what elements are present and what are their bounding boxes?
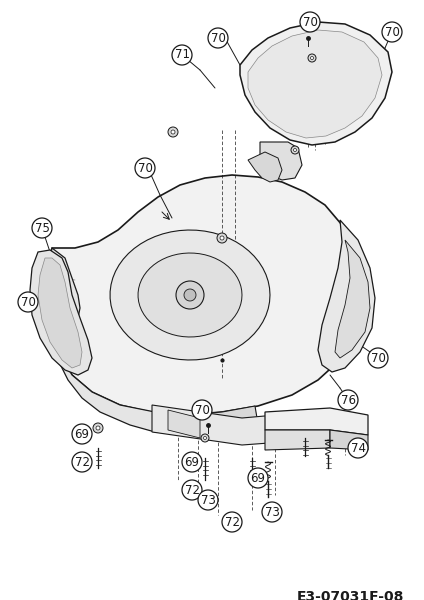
Polygon shape (265, 408, 368, 435)
Text: 70: 70 (195, 403, 209, 416)
Polygon shape (30, 250, 92, 375)
Polygon shape (260, 142, 302, 180)
Circle shape (182, 480, 202, 500)
Polygon shape (52, 340, 188, 435)
Text: 72: 72 (224, 515, 240, 529)
Circle shape (310, 56, 313, 59)
Text: 74: 74 (351, 442, 365, 455)
Polygon shape (240, 22, 392, 145)
Polygon shape (152, 405, 310, 445)
Circle shape (220, 236, 224, 240)
Text: 70: 70 (371, 352, 385, 364)
Circle shape (72, 452, 92, 472)
Circle shape (72, 424, 92, 444)
Text: 71: 71 (175, 49, 190, 61)
Text: 72: 72 (184, 484, 200, 497)
Circle shape (168, 127, 178, 137)
Polygon shape (45, 175, 362, 415)
Text: 69: 69 (251, 472, 265, 485)
Circle shape (198, 490, 218, 510)
Text: 72: 72 (75, 455, 89, 469)
Polygon shape (38, 258, 82, 368)
Circle shape (204, 437, 206, 439)
Circle shape (172, 45, 192, 65)
Circle shape (308, 54, 316, 62)
Circle shape (248, 468, 268, 488)
Text: 73: 73 (265, 505, 279, 518)
Circle shape (18, 292, 38, 312)
Circle shape (93, 423, 103, 433)
Polygon shape (168, 410, 200, 438)
Circle shape (208, 28, 228, 48)
Text: 73: 73 (201, 493, 215, 506)
Circle shape (382, 22, 402, 42)
Circle shape (348, 438, 368, 458)
Polygon shape (265, 430, 330, 450)
Circle shape (171, 130, 175, 134)
Text: 70: 70 (303, 16, 318, 28)
Circle shape (184, 289, 196, 301)
Polygon shape (318, 220, 375, 372)
Text: E3-07031F-08: E3-07031F-08 (297, 590, 404, 600)
Text: 70: 70 (20, 295, 36, 308)
Circle shape (217, 233, 227, 243)
Circle shape (96, 426, 100, 430)
Circle shape (262, 502, 282, 522)
Circle shape (300, 12, 320, 32)
Text: 70: 70 (137, 161, 153, 175)
Polygon shape (155, 406, 258, 433)
Text: 69: 69 (75, 427, 89, 440)
Polygon shape (335, 240, 370, 358)
Circle shape (182, 452, 202, 472)
Circle shape (32, 218, 52, 238)
Polygon shape (248, 30, 382, 138)
Circle shape (201, 434, 209, 442)
Text: 69: 69 (184, 455, 200, 469)
Polygon shape (248, 152, 282, 182)
Circle shape (222, 512, 242, 532)
Circle shape (291, 146, 299, 154)
Circle shape (135, 158, 155, 178)
Polygon shape (330, 430, 368, 450)
Circle shape (338, 390, 358, 410)
Polygon shape (138, 253, 242, 337)
Text: 76: 76 (340, 394, 355, 407)
Text: 75: 75 (35, 221, 50, 235)
Text: 70: 70 (211, 31, 226, 44)
Circle shape (176, 281, 204, 309)
Circle shape (192, 400, 212, 420)
Polygon shape (48, 248, 80, 322)
Circle shape (368, 348, 388, 368)
Text: 70: 70 (385, 25, 399, 38)
Circle shape (293, 148, 296, 151)
Polygon shape (110, 230, 270, 360)
